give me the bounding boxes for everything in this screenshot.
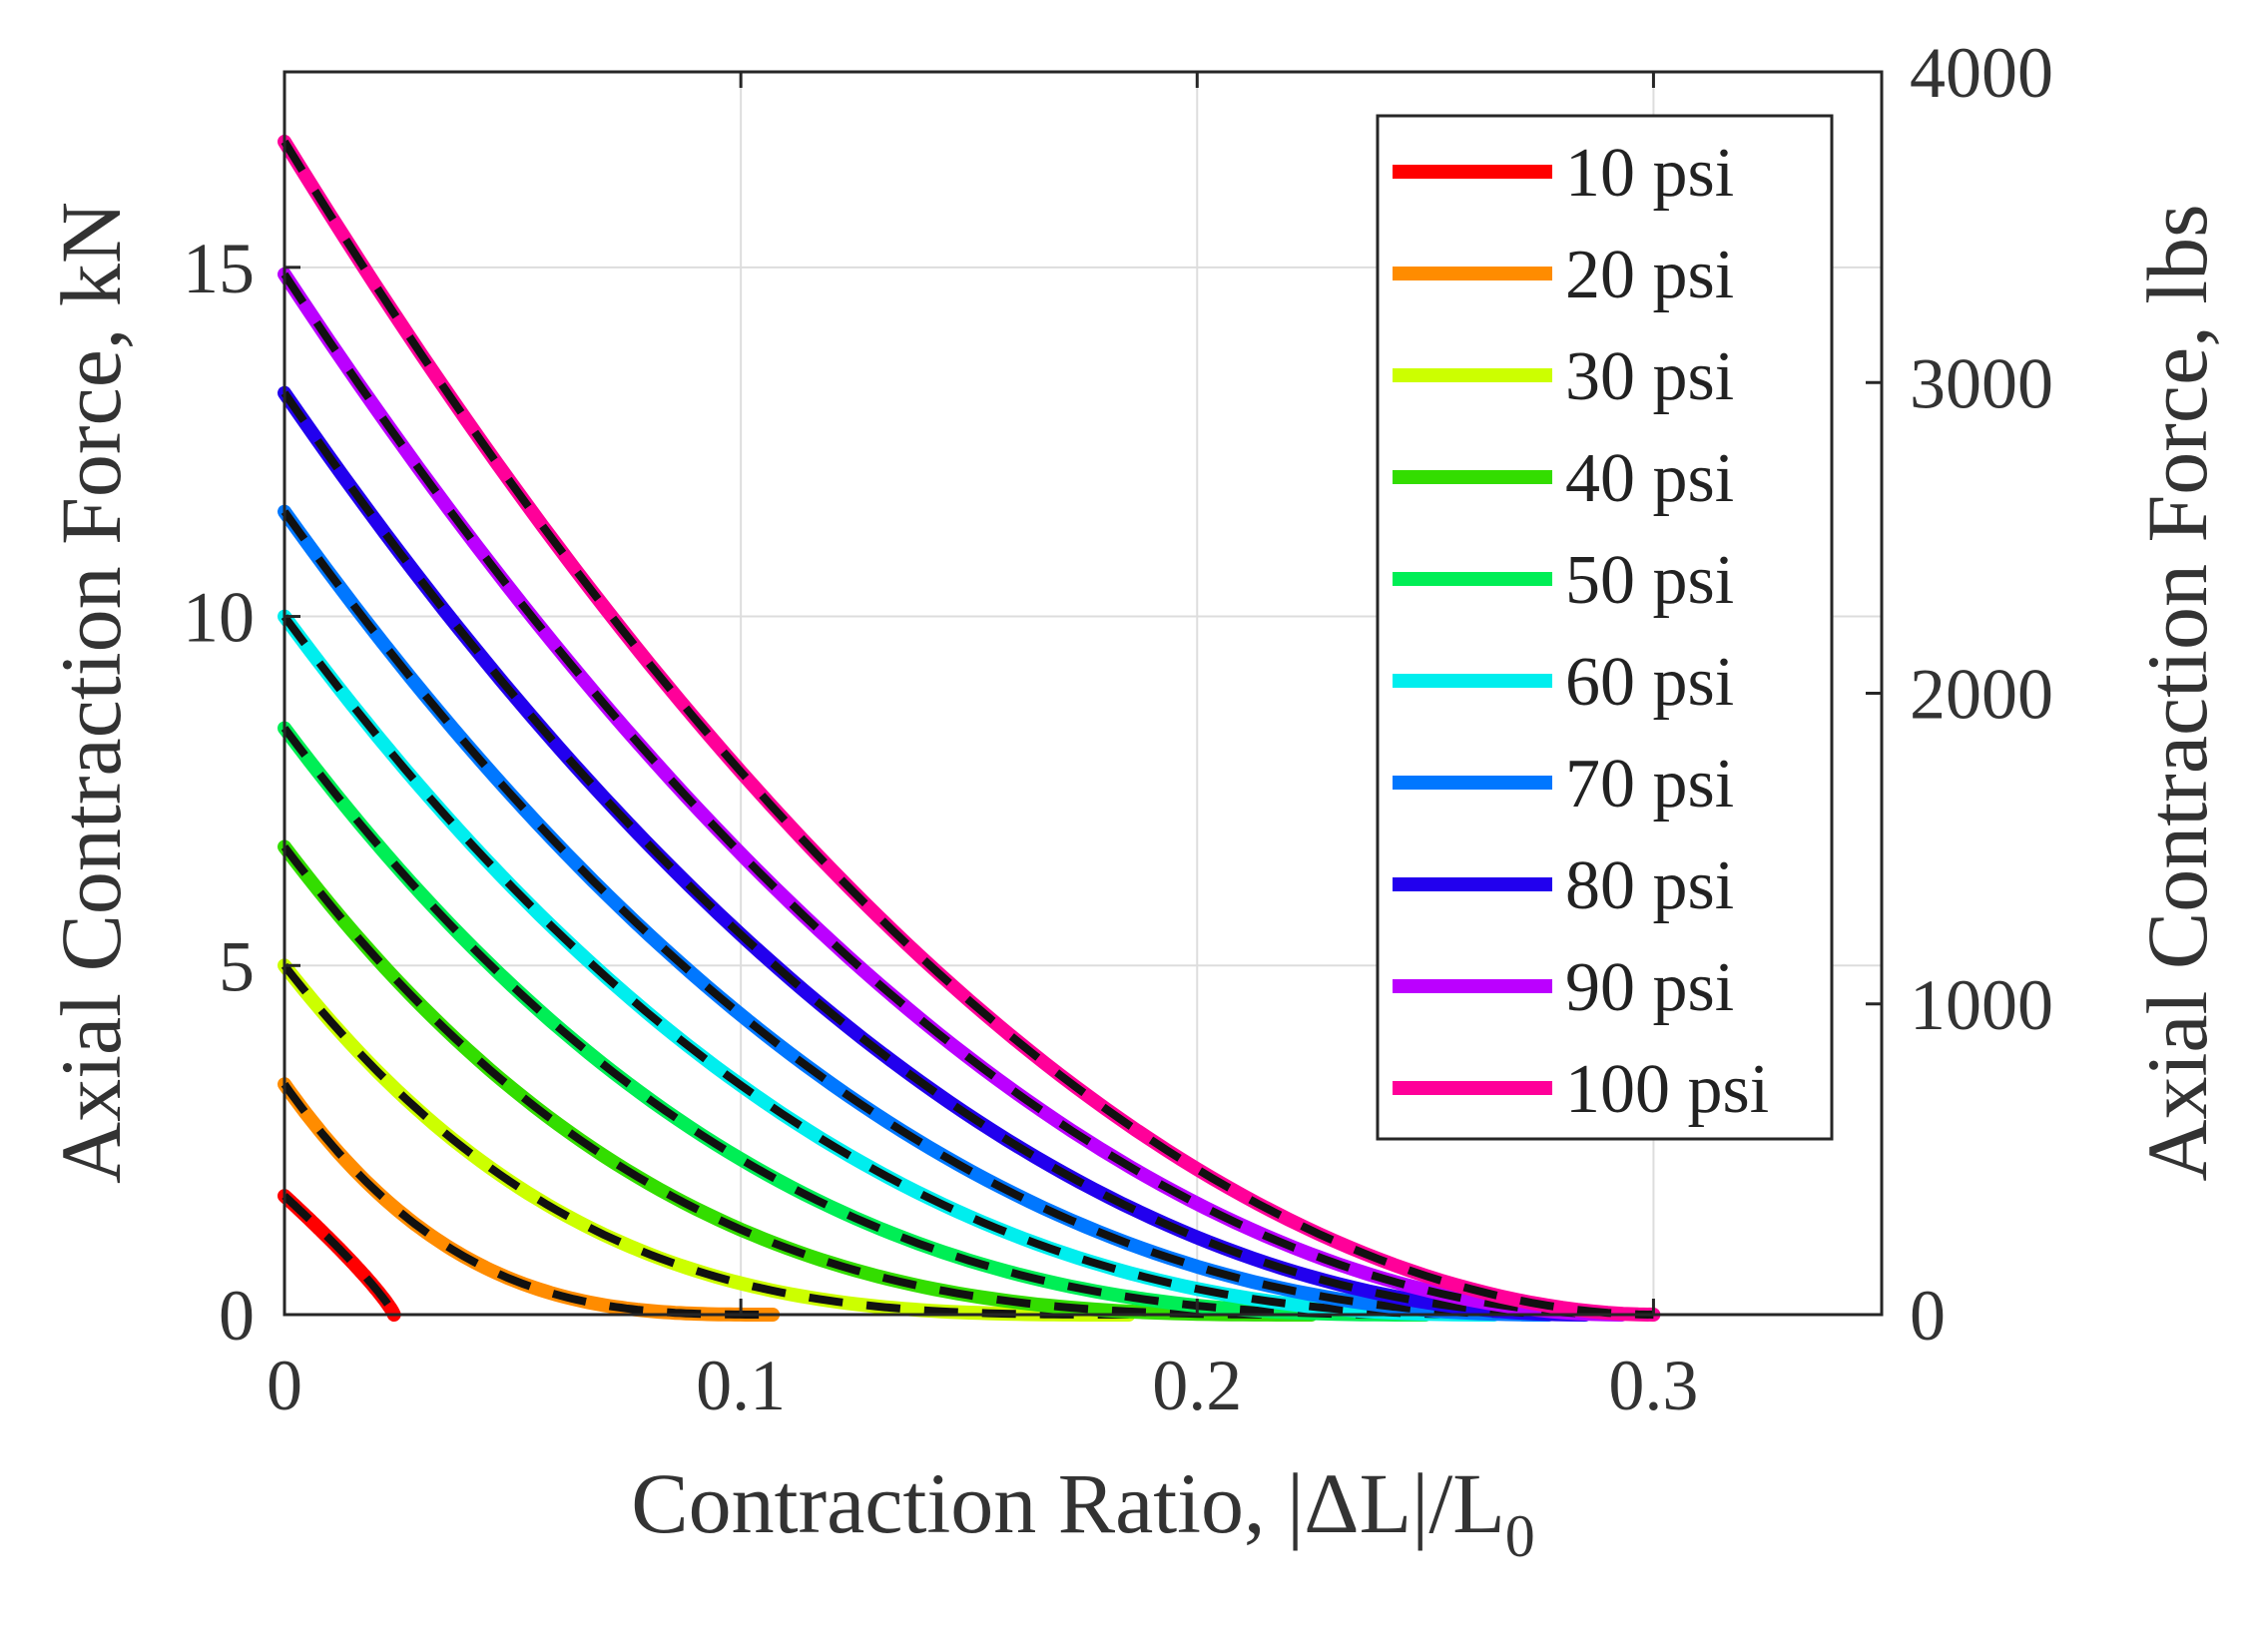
model-dashed-line-50-psi [281, 726, 1425, 1319]
y-right-tick-label: 2000 [1910, 655, 2053, 735]
model-dashed-line-90-psi [281, 272, 1622, 1319]
y-left-tick-label: 5 [219, 926, 255, 1006]
legend-label-40-psi: 40 psi [1565, 440, 1734, 517]
legend-box [1376, 114, 1834, 1141]
y-right-tick-label: 1000 [1910, 965, 2053, 1045]
model-dashed-line-40-psi [281, 843, 1312, 1319]
legend: 10 psi 20 psi 30 psi 40 psi 50 psi 60 psi 70 p… [1376, 114, 1834, 1141]
legend-label-80-psi: 80 psi [1565, 847, 1734, 924]
model-dashed-line-10-psi [282, 1193, 398, 1317]
model-dashed-line-100-psi [281, 139, 1654, 1319]
x-axis-label: Contraction Ratio, |ΔL|/L0 [631, 1455, 1535, 1569]
x-tick-label: 0.2 [1152, 1346, 1242, 1425]
x-tick-label: 0.1 [696, 1346, 786, 1425]
model-dashed-line-60-psi [281, 614, 1494, 1319]
y-axis-left: 0 5 10 15 [183, 229, 300, 1356]
x-axis-label-subscript: 0 [1505, 1503, 1535, 1569]
legend-label-70-psi: 70 psi [1565, 746, 1734, 823]
model-dashed-line-70-psi [281, 509, 1549, 1319]
legend-label-30-psi: 30 psi [1565, 338, 1734, 415]
y-left-tick-label: 0 [219, 1276, 255, 1356]
x-tick-label: 0 [267, 1346, 302, 1425]
y-left-tick-label: 10 [183, 578, 255, 658]
y-right-tick-label: 0 [1910, 1276, 1946, 1356]
y-left-tick-label: 15 [183, 229, 255, 308]
legend-label-90-psi: 90 psi [1565, 949, 1734, 1026]
legend-label-100-psi: 100 psi [1565, 1051, 1769, 1128]
legend-label-50-psi: 50 psi [1565, 542, 1734, 619]
series-layer [278, 134, 1661, 1322]
y-right-tick-label: 3000 [1910, 343, 2053, 423]
model-dashed-line-80-psi [281, 390, 1585, 1319]
y-axis-left-label: Axial Contraction Force, kN [43, 202, 139, 1184]
legend-label-60-psi: 60 psi [1565, 644, 1734, 721]
y-right-tick-label: 4000 [1910, 33, 2053, 113]
y-axis-right: 0 1000 2000 3000 4000 [1866, 33, 2053, 1356]
x-tick-label: 0.3 [1608, 1346, 1698, 1425]
legend-label-20-psi: 20 psi [1565, 237, 1734, 313]
x-axis: 0 0.1 0.2 0.3 [267, 72, 1698, 1425]
legend-label-10-psi: 10 psi [1565, 135, 1734, 212]
y-axis-right-label: Axial Contraction Force, lbs [2129, 204, 2225, 1181]
